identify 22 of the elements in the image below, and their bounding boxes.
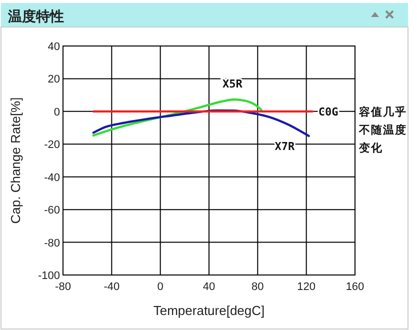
x-axis-title: Temperature[degC] [153,303,265,318]
y-tick-label: -20 [44,139,60,152]
chart-title: 温度特性 [7,8,64,25]
y-tick-label: -60 [44,204,60,217]
x-tick-label: -80 [55,281,71,293]
y-tick-label: 40 [48,41,60,53]
line-series [92,109,310,138]
series-label: X5R [222,77,243,90]
y-tick-label: -40 [44,172,60,184]
x-tick-label: 80 [252,281,264,293]
y-tick-label: -80 [44,237,60,250]
x-tick-label: 160 [346,281,364,293]
y-tick-label: 20 [48,74,60,86]
y-axis-title: Cap. Change Rate[%] [8,97,23,224]
x-tick-label: -40 [104,281,120,293]
x-tick-label: 40 [202,281,216,293]
x-tick-label: 0 [157,281,164,293]
line-series [92,98,262,137]
y-tick-label: 0 [54,106,60,118]
text: 容值几乎不随温度变化 [358,105,407,154]
x-tick-label: 120 [297,281,316,293]
y-tick-label: -100 [38,270,60,282]
